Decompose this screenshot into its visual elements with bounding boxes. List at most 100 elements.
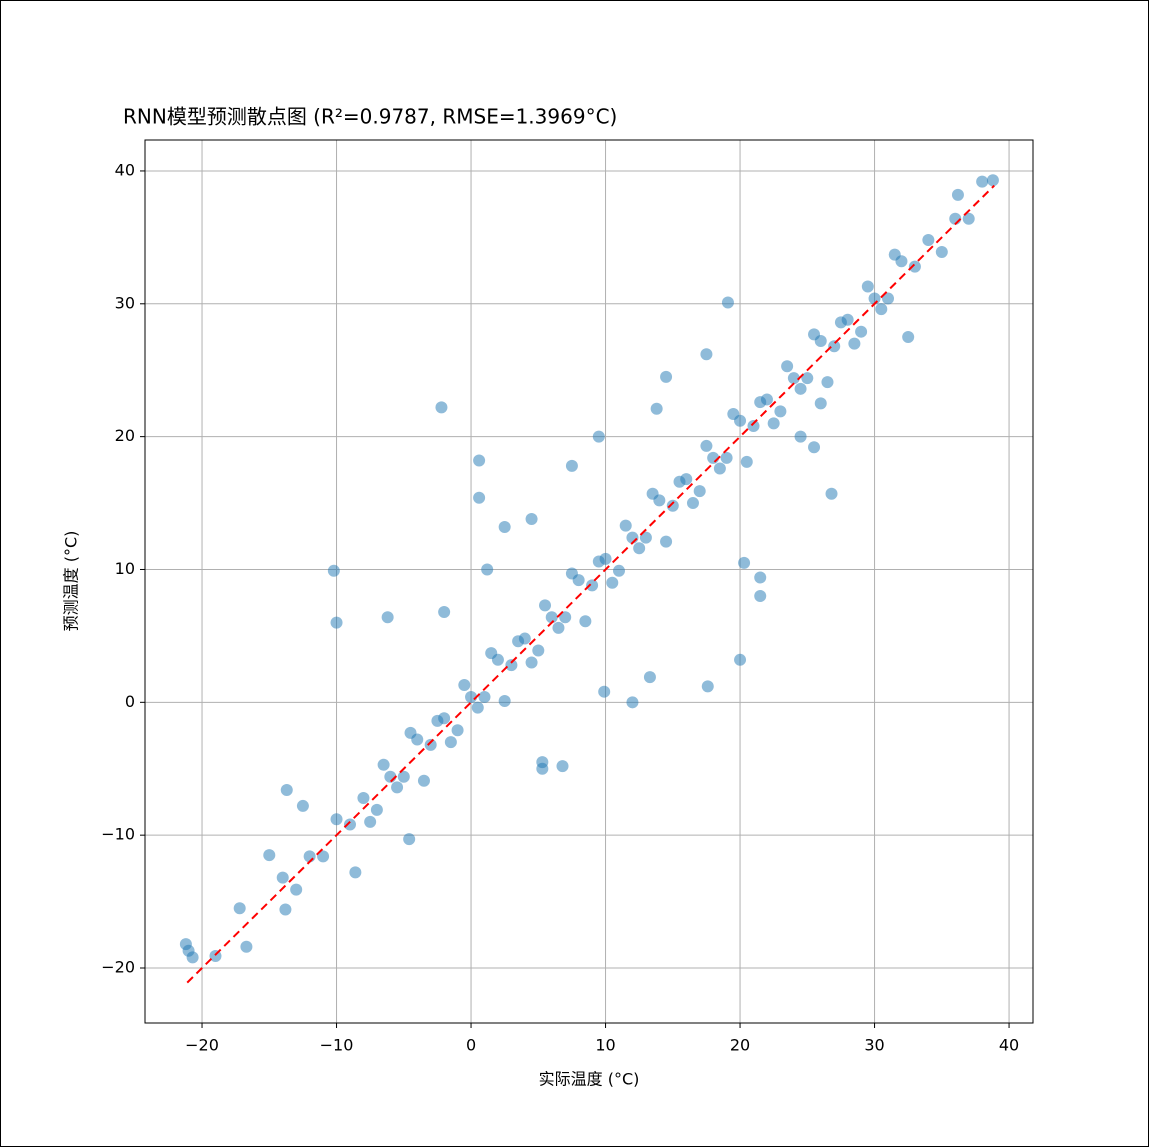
point bbox=[808, 441, 821, 454]
point bbox=[391, 781, 404, 794]
point bbox=[377, 758, 390, 771]
point bbox=[720, 451, 733, 464]
point bbox=[962, 212, 975, 225]
y-tick-label: 40 bbox=[115, 160, 135, 179]
point bbox=[364, 815, 377, 828]
point bbox=[471, 701, 484, 714]
x-tick-label: 30 bbox=[864, 1036, 884, 1055]
point bbox=[700, 439, 713, 452]
point bbox=[498, 520, 511, 533]
point bbox=[512, 635, 525, 648]
point bbox=[821, 376, 834, 389]
y-tick-label: −10 bbox=[101, 825, 135, 844]
point bbox=[713, 462, 726, 475]
point bbox=[738, 556, 751, 569]
point bbox=[888, 248, 901, 261]
point bbox=[592, 430, 605, 443]
point bbox=[700, 348, 713, 361]
point bbox=[186, 951, 199, 964]
point bbox=[908, 260, 921, 273]
point bbox=[330, 616, 343, 629]
point bbox=[828, 340, 841, 353]
point bbox=[505, 659, 518, 672]
point bbox=[263, 849, 276, 862]
point bbox=[855, 325, 868, 338]
point bbox=[754, 396, 767, 409]
point bbox=[556, 760, 569, 773]
point bbox=[438, 605, 451, 618]
point bbox=[693, 485, 706, 498]
x-tick-label: 0 bbox=[466, 1036, 476, 1055]
point bbox=[686, 497, 699, 510]
point bbox=[565, 459, 578, 472]
point bbox=[626, 696, 639, 709]
point bbox=[606, 576, 619, 589]
y-tick-label: −20 bbox=[101, 958, 135, 977]
point bbox=[458, 679, 471, 692]
point bbox=[747, 420, 760, 433]
point bbox=[417, 774, 430, 787]
point bbox=[650, 402, 663, 415]
point bbox=[545, 611, 558, 624]
point bbox=[794, 430, 807, 443]
point bbox=[559, 611, 572, 624]
x-tick-label: 40 bbox=[999, 1036, 1019, 1055]
point bbox=[612, 564, 625, 577]
y-tick-label: 30 bbox=[115, 293, 135, 312]
point bbox=[801, 372, 814, 385]
point bbox=[834, 316, 847, 329]
point bbox=[330, 813, 343, 826]
point bbox=[349, 866, 362, 879]
y-tick-label: 10 bbox=[115, 559, 135, 578]
point bbox=[431, 714, 444, 727]
point bbox=[639, 531, 652, 544]
point bbox=[403, 833, 416, 846]
point bbox=[754, 590, 767, 603]
point bbox=[280, 783, 293, 796]
point bbox=[814, 397, 827, 410]
point bbox=[781, 360, 794, 373]
point bbox=[701, 680, 714, 693]
point bbox=[397, 770, 410, 783]
point bbox=[660, 370, 673, 383]
point bbox=[279, 903, 292, 916]
point bbox=[902, 331, 915, 344]
x-axis-label: 实际温度 (°C) bbox=[539, 1070, 640, 1089]
point bbox=[525, 656, 538, 669]
point bbox=[317, 850, 330, 863]
point bbox=[435, 401, 448, 414]
y-tick-label: 0 bbox=[125, 692, 135, 711]
point bbox=[646, 487, 659, 500]
point bbox=[565, 567, 578, 580]
point bbox=[296, 799, 309, 812]
point bbox=[875, 303, 888, 316]
point bbox=[290, 883, 303, 896]
chart-title: RNN模型预测散点图 (R²=0.9787, RMSE=1.3969°C) bbox=[123, 105, 617, 129]
point bbox=[619, 519, 632, 532]
reference-line bbox=[186, 184, 995, 984]
point bbox=[465, 691, 478, 704]
x-tick-label: 20 bbox=[730, 1036, 750, 1055]
point bbox=[532, 644, 545, 657]
point bbox=[536, 756, 549, 769]
x-tick-label: 10 bbox=[595, 1036, 615, 1055]
point bbox=[951, 188, 964, 201]
point bbox=[552, 621, 565, 634]
point bbox=[774, 405, 787, 418]
point bbox=[404, 726, 417, 739]
point bbox=[882, 292, 895, 305]
point bbox=[586, 579, 599, 592]
point bbox=[808, 328, 821, 341]
point bbox=[673, 475, 686, 488]
point bbox=[451, 724, 464, 737]
point bbox=[579, 615, 592, 628]
point bbox=[666, 499, 679, 512]
point bbox=[478, 691, 491, 704]
point bbox=[598, 685, 611, 698]
point bbox=[327, 564, 340, 577]
point bbox=[660, 535, 673, 548]
point bbox=[825, 487, 838, 500]
point bbox=[444, 736, 457, 749]
point bbox=[787, 372, 800, 385]
